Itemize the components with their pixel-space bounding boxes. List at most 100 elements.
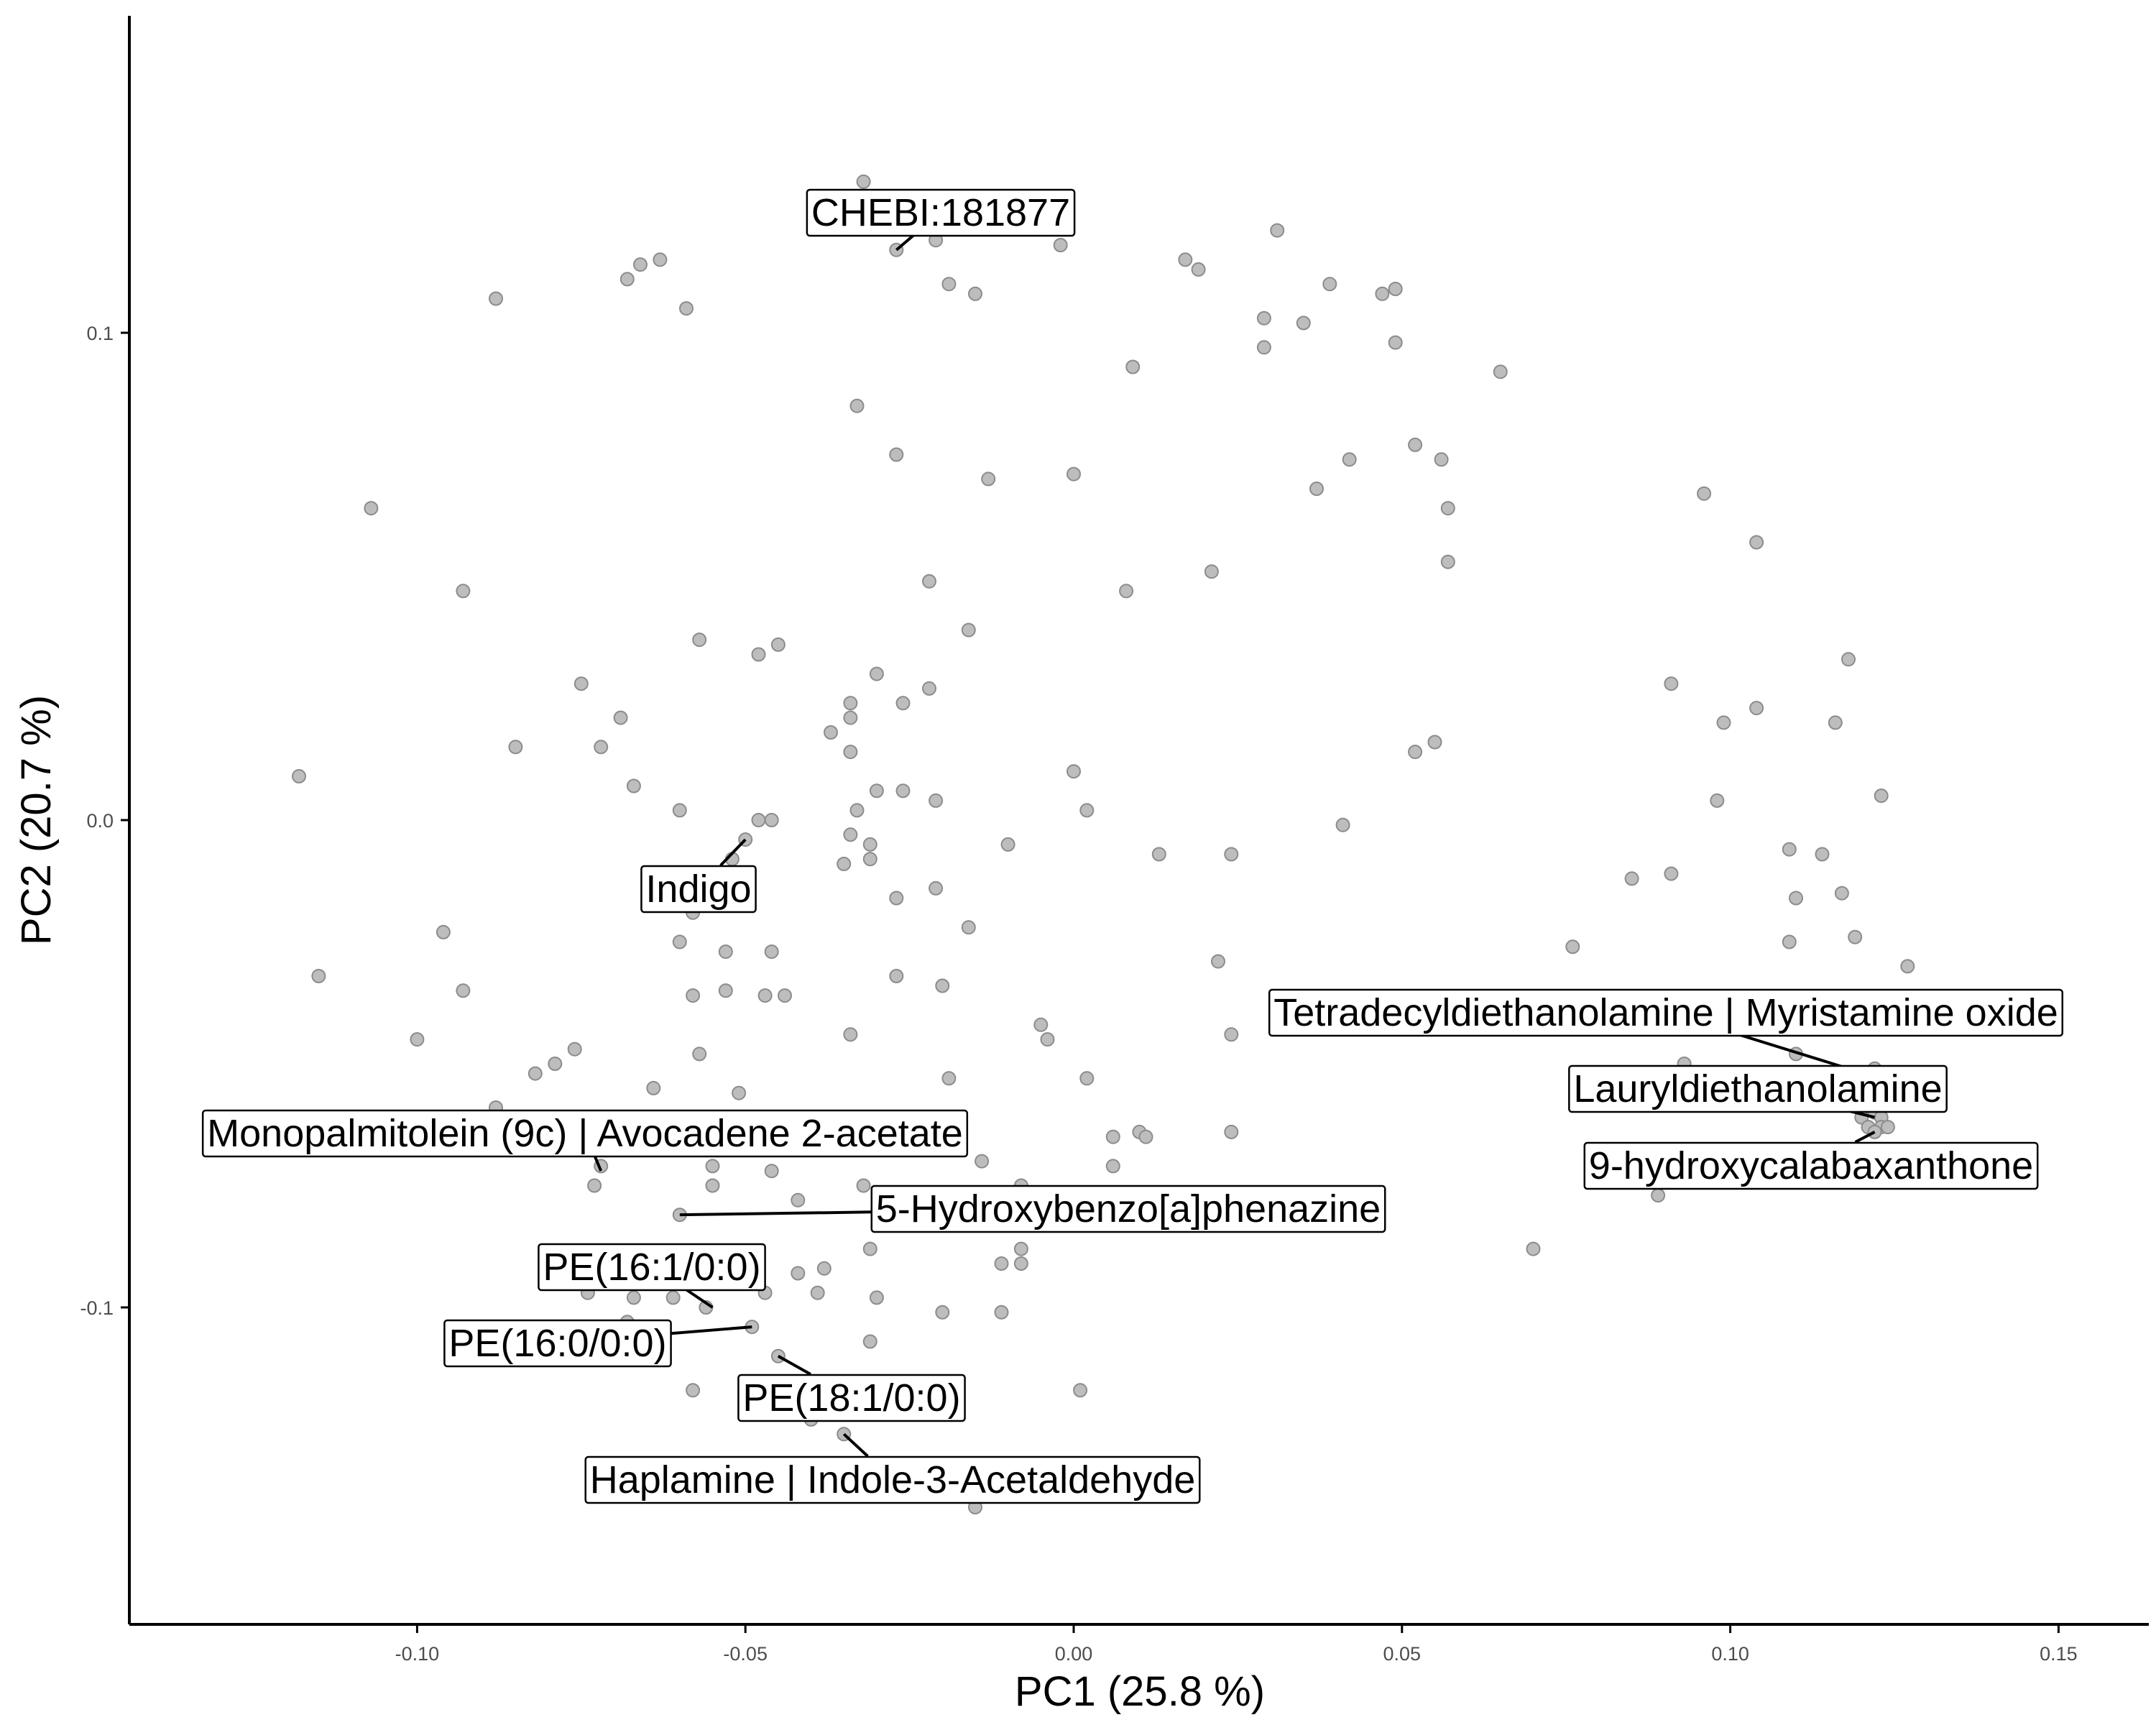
- annotation-text: PE(16:0/0:0): [448, 1322, 666, 1365]
- annotation-label: 9-hydroxycalabaxanthone: [1583, 1131, 2039, 1190]
- data-point: [1848, 929, 1863, 944]
- data-point: [843, 1027, 858, 1042]
- annotation-text: 5-Hydroxybenzo[a]phenazine: [876, 1187, 1381, 1230]
- data-point: [1697, 486, 1712, 501]
- data-point: [1624, 871, 1639, 886]
- data-point: [1651, 1188, 1666, 1203]
- data-point: [686, 1383, 701, 1398]
- data-point: [935, 1305, 950, 1320]
- data-point: [1900, 959, 1915, 974]
- data-point: [1388, 282, 1403, 296]
- data-point: [672, 934, 687, 949]
- data-point: [1211, 954, 1225, 969]
- data-point: [1834, 886, 1849, 901]
- data-point: [508, 740, 523, 755]
- data-point: [594, 740, 609, 755]
- data-point: [1053, 238, 1068, 252]
- data-point: [837, 857, 852, 871]
- data-point: [626, 778, 641, 794]
- annotation-leader-line: [671, 1325, 752, 1335]
- data-point: [968, 286, 982, 301]
- data-point: [849, 398, 865, 413]
- data-point: [1815, 847, 1830, 862]
- annotation-label: PE(16:1/0:0): [538, 1243, 766, 1309]
- annotation-leader-line: [842, 1432, 869, 1458]
- annotation-leader-line: [895, 234, 915, 252]
- annotation-box: [538, 1243, 766, 1292]
- data-point: [1256, 310, 1271, 326]
- data-point: [810, 1285, 825, 1300]
- data-point: [1710, 793, 1725, 808]
- data-point: [1105, 1159, 1120, 1174]
- data-point: [1434, 452, 1449, 467]
- data-point: [941, 277, 957, 292]
- y-tick-label: 0.0: [86, 810, 114, 832]
- data-point: [567, 1041, 582, 1057]
- data-point: [751, 647, 766, 662]
- data-point: [1013, 1241, 1028, 1256]
- annotation-box: [584, 1455, 1201, 1504]
- data-point: [843, 745, 858, 760]
- data-point: [456, 983, 471, 998]
- data-point: [862, 852, 877, 867]
- annotation-leader-line: [1854, 1131, 1876, 1144]
- y-tick-label: 0.1: [86, 323, 114, 344]
- annotation-box: [806, 188, 1076, 237]
- data-point: [364, 501, 379, 516]
- y-tick-label: -0.1: [80, 1297, 114, 1319]
- data-point: [961, 920, 976, 935]
- data-point: [489, 291, 503, 306]
- data-point: [922, 681, 936, 696]
- data-point: [1204, 564, 1219, 579]
- annotation-text: PE(16:1/0:0): [543, 1246, 760, 1289]
- data-point: [619, 272, 635, 287]
- annotation-text: Indigo: [645, 868, 751, 911]
- annotation-label: Lauryldiethanolamine: [1568, 1064, 1948, 1119]
- data-point: [718, 944, 733, 960]
- data-point: [1178, 252, 1193, 267]
- data-point: [732, 1085, 747, 1100]
- data-point: [1408, 437, 1423, 452]
- data-point: [1388, 335, 1403, 350]
- annotation-leader-line: [685, 1288, 714, 1309]
- data-point: [994, 1256, 1009, 1271]
- data-point: [692, 632, 707, 648]
- data-point: [1079, 803, 1095, 818]
- data-point: [1828, 715, 1843, 730]
- data-point: [869, 666, 884, 681]
- data-point: [1105, 1129, 1120, 1144]
- data-point: [869, 783, 884, 799]
- data-point: [1067, 466, 1081, 482]
- x-tick-label: -0.05: [723, 1643, 768, 1665]
- data-point: [1874, 788, 1889, 804]
- data-point: [961, 622, 976, 638]
- data-point: [862, 1241, 877, 1256]
- data-point: [922, 574, 936, 589]
- data-point: [1440, 554, 1455, 569]
- annotation-label: Haplamine | Indole-3-Acetaldehyde: [584, 1432, 1201, 1504]
- data-point: [869, 1290, 884, 1305]
- annotation-box: [737, 1374, 966, 1422]
- annotation-box: [870, 1184, 1386, 1233]
- data-point: [456, 584, 471, 599]
- data-point: [1526, 1241, 1541, 1256]
- data-point: [1191, 262, 1206, 277]
- annotations-layer: CHEBI:181877 Indigo Tetradecyldiethanolami…: [201, 188, 2064, 1504]
- data-point: [889, 969, 904, 983]
- data-point: [751, 813, 766, 827]
- data-point: [778, 988, 792, 1003]
- annotation-text: CHEBI:181877: [811, 191, 1070, 234]
- data-point: [862, 837, 877, 852]
- annotation-label: Monopalmitolein (9c) | Avocadene 2-aceta…: [201, 1109, 969, 1172]
- data-point: [587, 1178, 602, 1193]
- data-point: [1067, 764, 1081, 779]
- data-point: [889, 891, 904, 906]
- x-tick-label: 0.00: [1055, 1643, 1093, 1665]
- data-point: [1270, 223, 1285, 238]
- x-tick-label: -0.10: [395, 1643, 440, 1665]
- data-point: [824, 725, 838, 740]
- data-point: [653, 252, 668, 267]
- data-point: [1782, 842, 1797, 857]
- data-point: [1073, 1383, 1088, 1398]
- annotation-box: [1268, 988, 2064, 1037]
